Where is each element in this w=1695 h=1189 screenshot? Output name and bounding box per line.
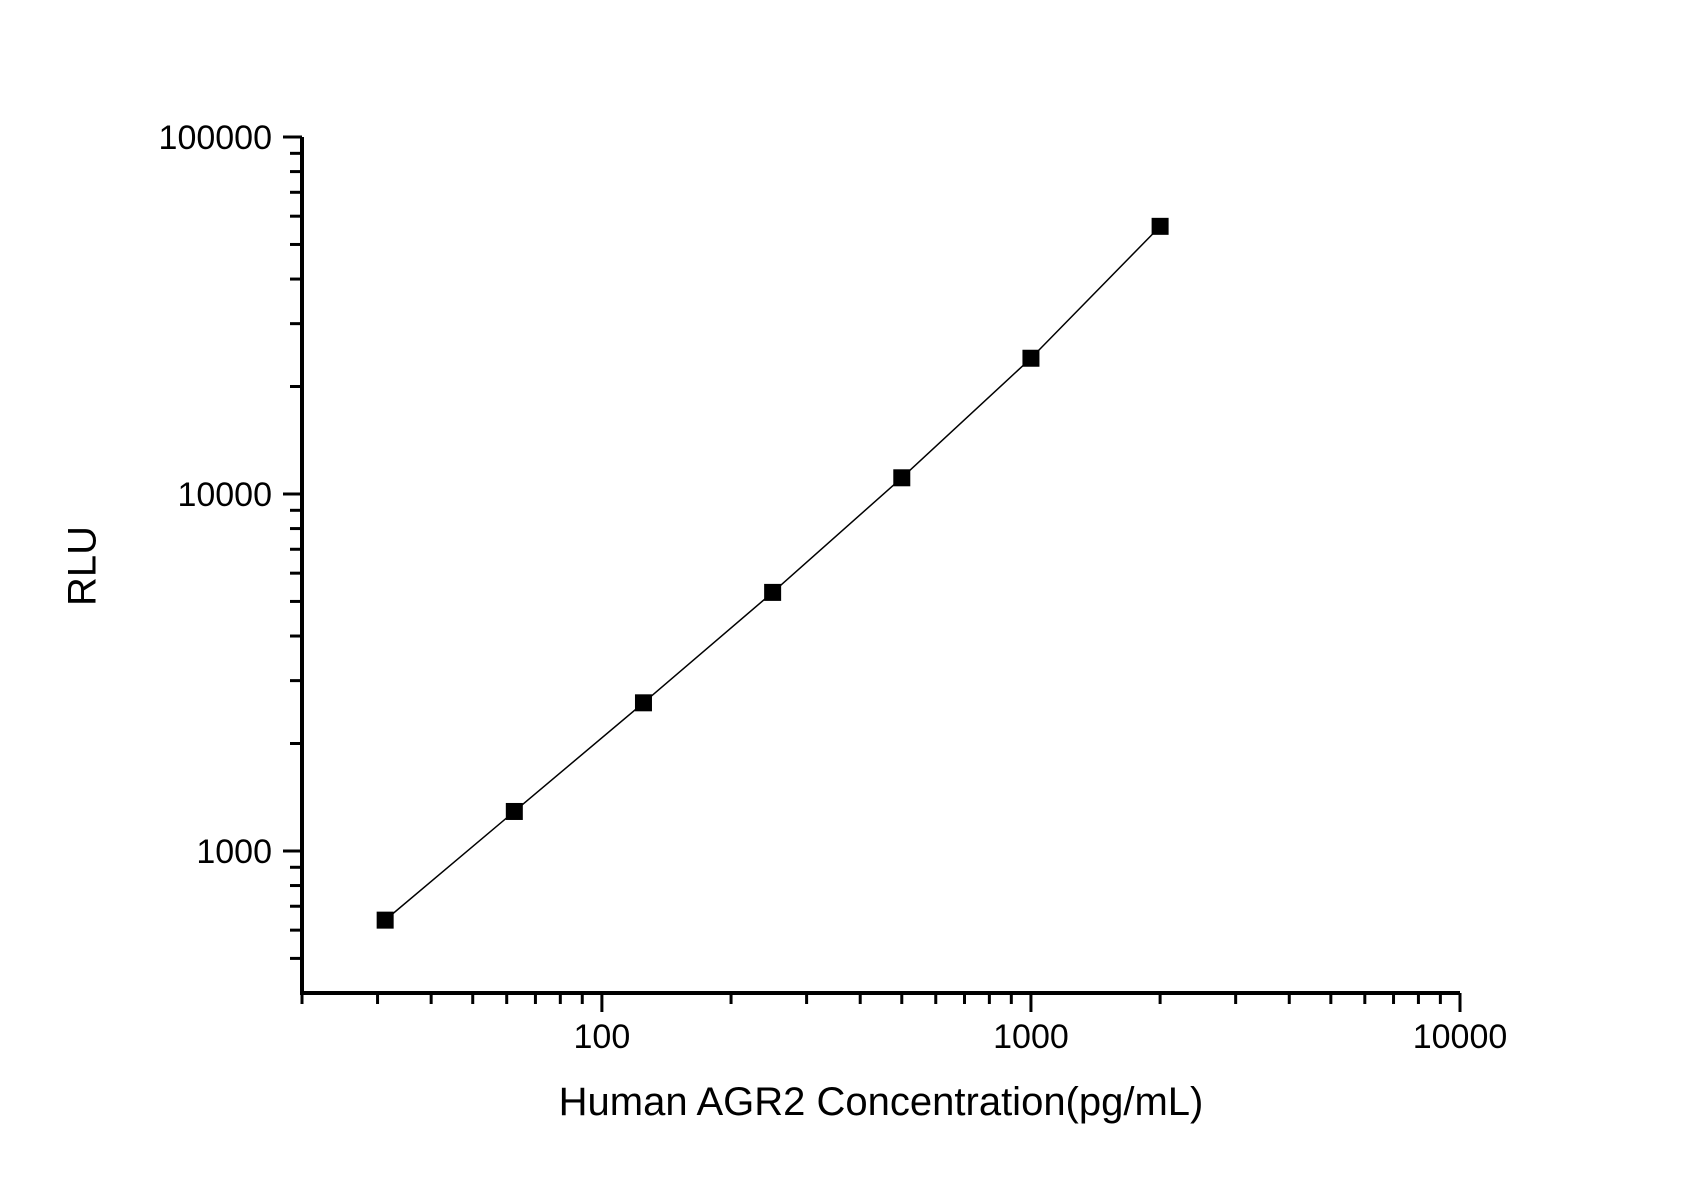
x-tick-label: 10000: [1413, 1018, 1508, 1056]
y-tick-label: 1000: [196, 833, 272, 871]
data-point-marker: [634, 694, 652, 712]
data-point-marker: [505, 802, 523, 820]
y-axis-title: RLU: [60, 525, 105, 607]
y-tick-label: 100000: [159, 119, 272, 157]
series-line: [384, 225, 1161, 921]
x-axis-title: Human AGR2 Concentration(pg/mL): [558, 1080, 1204, 1124]
x-tick-label: 1000: [993, 1018, 1069, 1056]
data-point-marker: [1151, 217, 1169, 235]
x-tick-label: 100: [574, 1018, 631, 1056]
data-point-marker: [764, 583, 782, 601]
data-point-marker: [1022, 349, 1040, 367]
data-point-marker: [893, 469, 911, 487]
y-tick-label: 10000: [177, 476, 272, 514]
data-point-marker: [376, 911, 394, 929]
